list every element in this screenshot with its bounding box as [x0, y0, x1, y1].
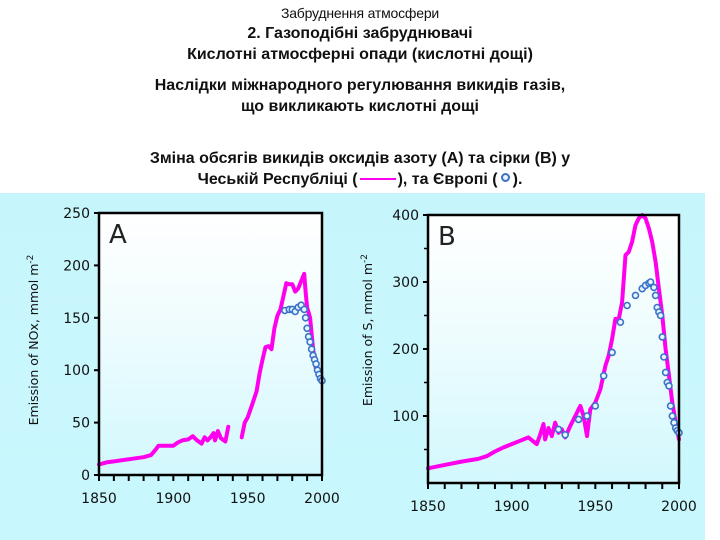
europe-marker — [650, 283, 658, 292]
section-title: Забруднення атмосфери — [280, 5, 440, 21]
chart-b-sulfur: 100 200 300 400 1850 1900 1950 2000 B Emission of… — [360, 208, 697, 515]
europe-marker — [616, 318, 625, 327]
europe-marker — [631, 291, 640, 300]
x-tick-label: 1850 — [81, 491, 117, 507]
y-tick-label: 0 — [81, 468, 90, 484]
chart-caption-line1: Зміна обсягів викидів оксидів азоту (A) … — [149, 150, 571, 167]
europe-marker — [561, 430, 570, 439]
y-tick-label: 300 — [392, 275, 419, 291]
x-tick-label: 1900 — [494, 499, 530, 515]
chart-caption-line2: Чеській Республіці ( ), та Європі (). — [0, 171, 720, 189]
europe-marker — [623, 301, 631, 310]
x-tick-label: 1850 — [410, 499, 446, 515]
europe-marker — [574, 415, 583, 424]
europe-marker — [301, 313, 310, 322]
page-title: 2. Газоподібні забруднювачі — [247, 25, 473, 42]
x-tick-label: 1950 — [230, 491, 266, 507]
europe-marker — [591, 402, 600, 410]
caption-text-czech: Чеській Республіці ( — [197, 171, 358, 188]
europe-marker — [306, 338, 314, 346]
plot-area — [428, 215, 679, 483]
czech-series-line — [239, 271, 319, 440]
panel-letter: B — [438, 222, 456, 252]
unit-superscript: -2 — [26, 255, 36, 264]
europe-marker — [646, 278, 655, 286]
slide-heading-line2: що викликають кислотні дощі — [240, 98, 479, 115]
page-subtitle: Кислотні атмосферні опади (кислотні дощі… — [187, 46, 533, 63]
y-tick-label: 100 — [63, 363, 90, 379]
x-tick-label: 2000 — [304, 491, 340, 507]
x-tick-label: 2000 — [661, 499, 697, 515]
x-tick-label: 1900 — [156, 491, 192, 507]
y-tick-label: 200 — [63, 258, 90, 274]
caption-text-europe: ), та Європі ( — [397, 171, 498, 188]
europe-marker — [608, 348, 616, 357]
y-tick-label: 200 — [392, 342, 419, 358]
chart-a-nox: 0 50 100 150 200 250 1850 1900 1950 2000 A Emission… — [26, 206, 340, 507]
europe-marker — [668, 412, 677, 420]
europe-marker — [660, 353, 668, 361]
y-tick-label: 150 — [63, 311, 90, 327]
unit-superscript: -2 — [360, 254, 370, 263]
europe-marker — [583, 412, 591, 420]
europe-marker — [303, 324, 311, 333]
europe-marker — [312, 360, 320, 368]
y-tick-label: 250 — [63, 206, 90, 222]
plot-frame — [97, 211, 324, 477]
plot-area — [99, 213, 322, 475]
y-tick-label: 400 — [392, 208, 419, 224]
europe-marker — [661, 368, 670, 377]
europe-marker — [658, 333, 667, 341]
europe-marker — [666, 402, 675, 410]
europe-marker — [651, 291, 660, 300]
slide-heading-line1: Наслідки міжнародного регулювання викиді… — [154, 77, 566, 94]
y-tick-label: 100 — [392, 409, 419, 425]
y-tick-label: 50 — [72, 416, 90, 432]
panel-letter: A — [109, 220, 127, 250]
x-tick-label: 1950 — [578, 499, 614, 515]
europe-marker — [307, 345, 316, 354]
legend-circle-icon — [500, 173, 510, 183]
caption-text-end: ). — [512, 171, 523, 188]
europe-marker — [656, 311, 665, 320]
czech-series-line — [97, 424, 231, 467]
y-axis-title: Emission of NOx, mmol m-2 — [26, 255, 41, 426]
czech-series-line — [426, 213, 681, 471]
legend-line-icon — [359, 177, 396, 180]
europe-marker — [665, 382, 673, 390]
y-axis-title: Emission of S, mmol m-2 — [360, 254, 375, 406]
europe-marker — [554, 425, 563, 434]
europe-marker — [599, 371, 608, 380]
europe-marker — [300, 305, 309, 314]
